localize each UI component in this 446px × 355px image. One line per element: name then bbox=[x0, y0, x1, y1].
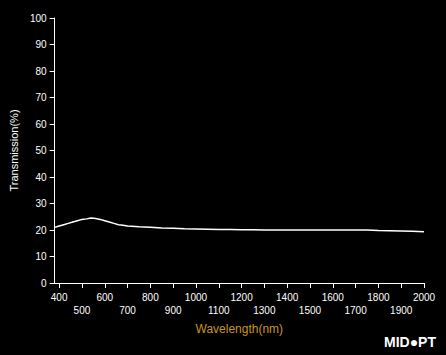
svg-text:100: 100 bbox=[30, 13, 47, 24]
svg-text:0: 0 bbox=[41, 278, 47, 289]
svg-text:40: 40 bbox=[35, 172, 47, 183]
svg-text:Wavelength(nm): Wavelength(nm) bbox=[195, 322, 283, 336]
svg-text:1200: 1200 bbox=[230, 292, 253, 303]
svg-text:1600: 1600 bbox=[322, 292, 345, 303]
svg-text:1100: 1100 bbox=[208, 305, 230, 316]
svg-text:900: 900 bbox=[165, 305, 182, 316]
svg-text:10: 10 bbox=[35, 251, 47, 262]
svg-text:1000: 1000 bbox=[185, 292, 208, 303]
svg-text:90: 90 bbox=[35, 39, 47, 50]
svg-text:80: 80 bbox=[35, 66, 47, 77]
svg-text:1900: 1900 bbox=[390, 305, 413, 316]
svg-text:20: 20 bbox=[35, 225, 47, 236]
svg-text:600: 600 bbox=[96, 292, 113, 303]
svg-text:1500: 1500 bbox=[299, 305, 322, 316]
svg-text:MID●PT: MID●PT bbox=[384, 334, 436, 350]
svg-text:500: 500 bbox=[74, 305, 91, 316]
svg-text:2000: 2000 bbox=[413, 292, 436, 303]
svg-text:800: 800 bbox=[142, 292, 159, 303]
svg-text:50: 50 bbox=[35, 145, 47, 156]
svg-text:1400: 1400 bbox=[276, 292, 299, 303]
svg-text:400: 400 bbox=[51, 292, 68, 303]
svg-text:700: 700 bbox=[119, 305, 136, 316]
svg-text:1700: 1700 bbox=[344, 305, 367, 316]
svg-text:60: 60 bbox=[35, 119, 47, 130]
svg-text:30: 30 bbox=[35, 198, 47, 209]
svg-text:70: 70 bbox=[35, 92, 47, 103]
svg-text:Transmission(%): Transmission(%) bbox=[8, 109, 20, 191]
svg-text:1800: 1800 bbox=[367, 292, 390, 303]
svg-text:1300: 1300 bbox=[253, 305, 276, 316]
